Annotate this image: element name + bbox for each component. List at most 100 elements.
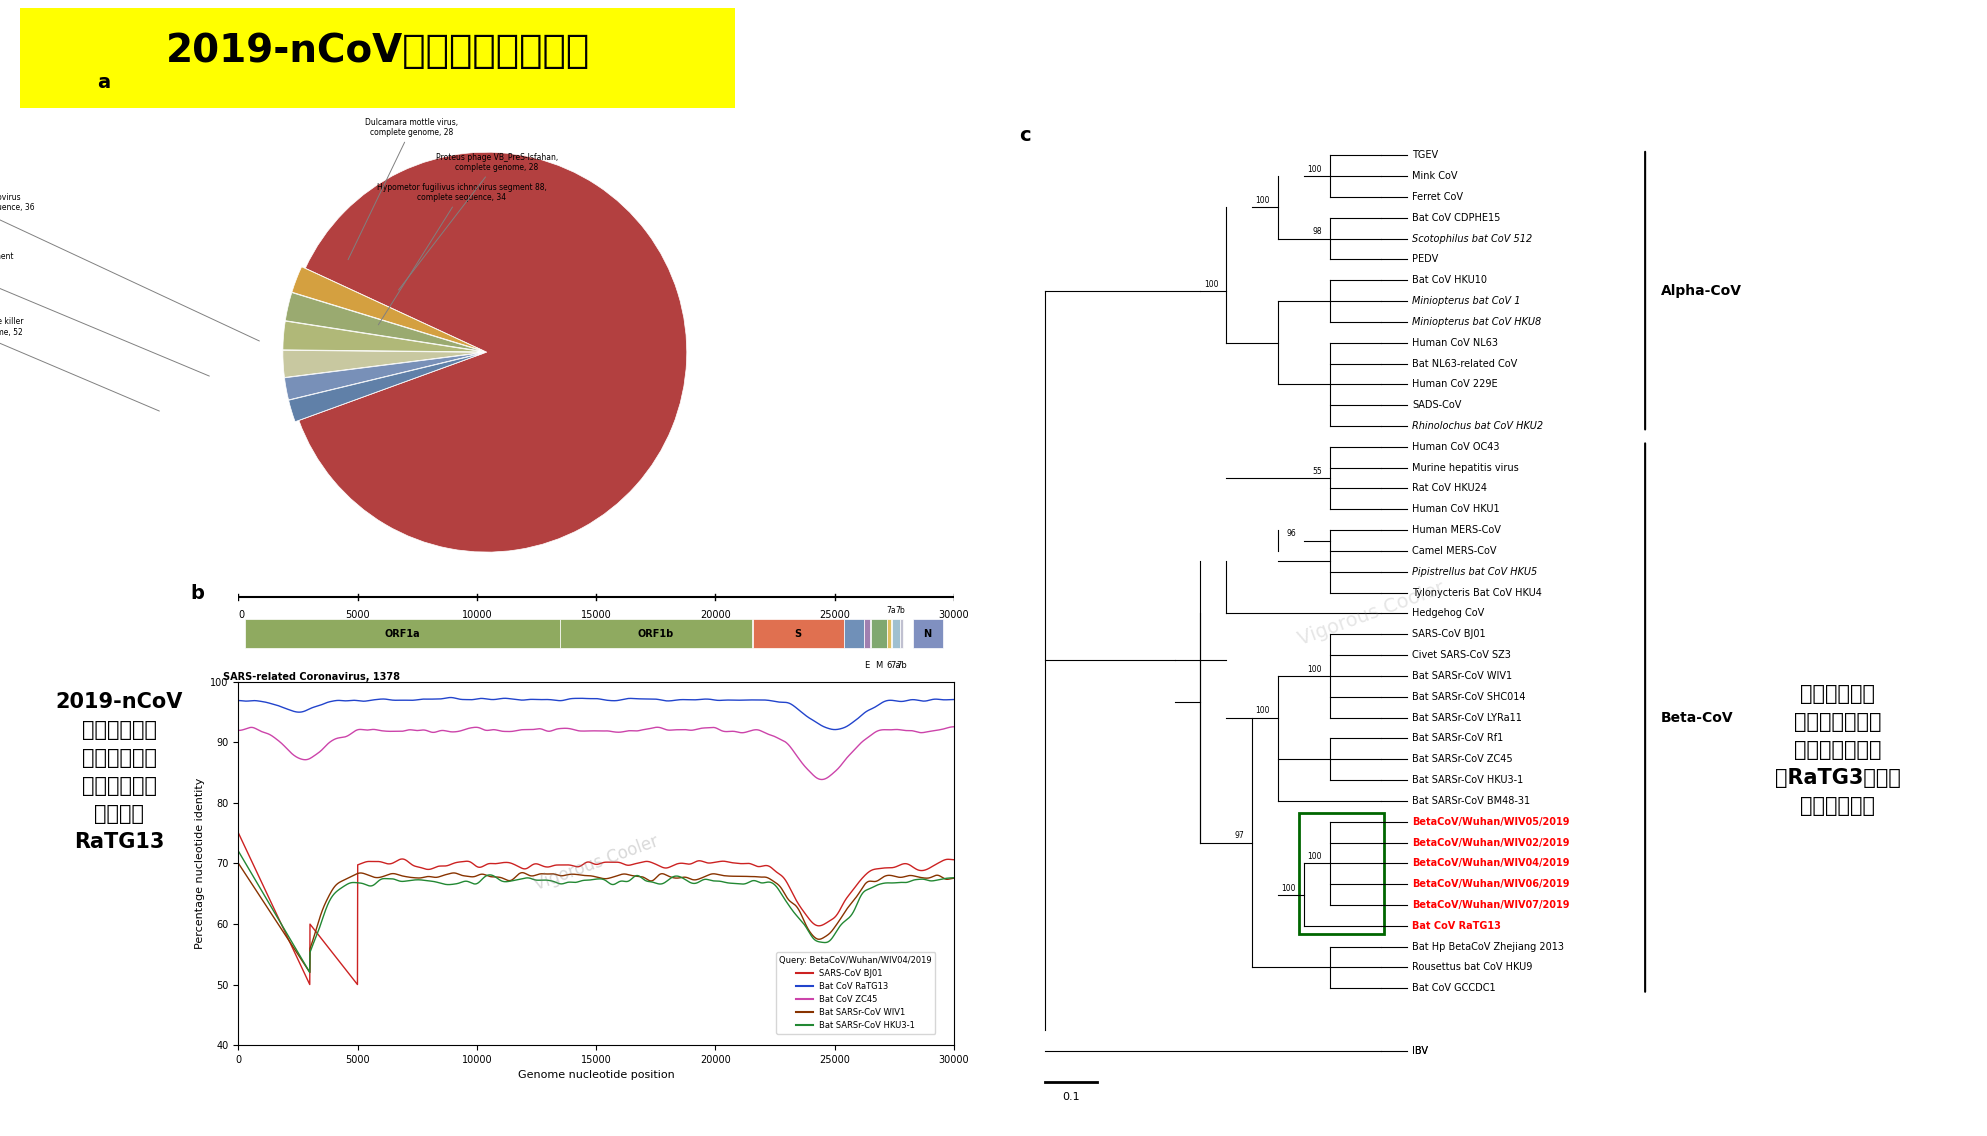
- Text: Dulcamara mottle virus,
complete genome, 28: Dulcamara mottle virus, complete genome,…: [348, 117, 459, 260]
- Text: Human CoV NL63: Human CoV NL63: [1413, 337, 1498, 348]
- Text: BetaCoV/Wuhan/WIV06/2019: BetaCoV/Wuhan/WIV06/2019: [1413, 879, 1570, 889]
- Text: Bat SARSr-CoV BM48-31: Bat SARSr-CoV BM48-31: [1413, 796, 1530, 805]
- Text: IBV: IBV: [1413, 1046, 1429, 1055]
- Text: Human MERS-CoV: Human MERS-CoV: [1413, 525, 1502, 535]
- Text: 30000: 30000: [938, 610, 970, 620]
- Text: Pipistrellus bat CoV HKU5: Pipistrellus bat CoV HKU5: [1413, 567, 1538, 577]
- Text: Bat SARSr-CoV ZC45: Bat SARSr-CoV ZC45: [1413, 754, 1512, 765]
- Text: Murine hepatitis virus: Murine hepatitis virus: [1413, 462, 1520, 473]
- Text: Bat SARSr-CoV WIV1: Bat SARSr-CoV WIV1: [1413, 671, 1512, 680]
- Text: Bat NL63-related CoV: Bat NL63-related CoV: [1413, 359, 1518, 368]
- FancyBboxPatch shape: [20, 8, 735, 108]
- Bat SARSr-CoV WIV1: [352, 867, 376, 880]
- Line: Bat CoV ZC45: Bat CoV ZC45: [238, 727, 954, 779]
- Text: BetaCoV/Wuhan/WIV04/2019: BetaCoV/Wuhan/WIV04/2019: [1413, 859, 1570, 868]
- Text: S: S: [795, 628, 801, 638]
- Text: Vigorous Cooler: Vigorous Cooler: [533, 833, 660, 894]
- Bat CoV ZC45: [928, 722, 952, 736]
- Bar: [900, 619, 904, 648]
- Text: 5000: 5000: [346, 610, 370, 620]
- X-axis label: Genome nucleotide position: Genome nucleotide position: [519, 1070, 674, 1080]
- Bat SARSr-CoV HKU3-1: [850, 886, 874, 900]
- SARS-CoV BJ01: [928, 855, 952, 869]
- Wedge shape: [284, 353, 483, 400]
- Y-axis label: Percentage nucleotide identity: Percentage nucleotide identity: [195, 778, 205, 949]
- Bar: [912, 619, 942, 648]
- Bar: [864, 619, 870, 648]
- Wedge shape: [288, 353, 483, 421]
- Bat SARSr-CoV HKU3-1: [352, 877, 376, 891]
- Text: ORF1b: ORF1b: [638, 628, 674, 638]
- Text: 0: 0: [238, 610, 244, 620]
- Text: 20000: 20000: [699, 610, 731, 620]
- Text: BetaCoV/Wuhan/WIV05/2019: BetaCoV/Wuhan/WIV05/2019: [1413, 817, 1570, 827]
- Text: ORF1a: ORF1a: [383, 628, 419, 638]
- Line: SARS-CoV BJ01: SARS-CoV BJ01: [238, 833, 954, 985]
- Text: N: N: [924, 628, 932, 638]
- Text: 7a: 7a: [890, 661, 902, 670]
- Bat SARSr-CoV WIV1: [501, 872, 525, 886]
- Text: Bat SARSr-CoV LYRa11: Bat SARSr-CoV LYRa11: [1413, 712, 1522, 722]
- Text: 25000: 25000: [819, 610, 850, 620]
- Text: Glypta fumiferanae ichnovirus
segment C10, complete sequence, 36: Glypta fumiferanae ichnovirus segment C1…: [0, 192, 260, 341]
- Bar: [844, 619, 864, 648]
- Bat SARSr-CoV WIV1: [308, 910, 332, 924]
- Text: Human CoV HKU1: Human CoV HKU1: [1413, 504, 1500, 515]
- Text: Miniopterus bat CoV HKU8: Miniopterus bat CoV HKU8: [1413, 317, 1542, 327]
- Text: 6: 6: [886, 661, 892, 670]
- Wedge shape: [298, 152, 688, 552]
- Wedge shape: [286, 293, 483, 351]
- Text: 10000: 10000: [461, 610, 493, 620]
- Bar: [244, 619, 560, 648]
- Bat CoV RaTG13: [227, 694, 250, 708]
- Text: 100: 100: [1282, 884, 1296, 893]
- Bat SARSr-CoV WIV1: [298, 966, 322, 979]
- Wedge shape: [282, 350, 483, 377]
- Text: Glypta fumiferanae ichnovirus segment
C9, complete sequence, 36: Glypta fumiferanae ichnovirus segment C9…: [0, 252, 209, 376]
- Bat CoV RaTG13: [942, 693, 966, 707]
- Bat CoV RaTG13: [533, 693, 556, 707]
- Line: Bat SARSr-CoV WIV1: Bat SARSr-CoV WIV1: [238, 863, 954, 972]
- Text: a: a: [97, 73, 109, 92]
- SARS-CoV BJ01: [298, 978, 322, 992]
- Bat CoV RaTG13: [823, 722, 846, 736]
- Text: IBV: IBV: [1413, 1046, 1429, 1055]
- Text: 100: 100: [1307, 165, 1321, 174]
- Text: 15000: 15000: [580, 610, 612, 620]
- Bat CoV ZC45: [942, 720, 966, 734]
- Text: Scotophilus bat CoV 512: Scotophilus bat CoV 512: [1413, 234, 1532, 243]
- Legend: SARS-CoV BJ01, Bat CoV RaTG13, Bat CoV ZC45, Bat SARSr-CoV WIV1, Bat SARSr-CoV H: SARS-CoV BJ01, Bat CoV RaTG13, Bat CoV Z…: [777, 952, 936, 1034]
- Text: Bat CoV RaTG13: Bat CoV RaTG13: [1413, 921, 1502, 930]
- SARS-CoV BJ01: [308, 930, 332, 944]
- Text: 55: 55: [1311, 467, 1321, 476]
- Bat SARSr-CoV HKU3-1: [928, 872, 952, 886]
- Bat SARSr-CoV WIV1: [227, 857, 250, 870]
- Wedge shape: [282, 321, 483, 352]
- Bat CoV RaTG13: [501, 693, 525, 707]
- Bar: [886, 619, 892, 648]
- Bat SARSr-CoV HKU3-1: [533, 874, 556, 887]
- Text: Bat SARSr-CoV SHC014: Bat SARSr-CoV SHC014: [1413, 692, 1526, 702]
- Bat SARSr-CoV HKU3-1: [227, 844, 250, 858]
- Text: 98: 98: [1311, 227, 1321, 236]
- SARS-CoV BJ01: [533, 860, 556, 874]
- Bat CoV ZC45: [350, 722, 374, 736]
- Text: E: E: [864, 661, 870, 670]
- Bar: [870, 619, 886, 648]
- Bat CoV RaTG13: [439, 691, 463, 704]
- Text: Rousettus bat CoV HKU9: Rousettus bat CoV HKU9: [1413, 962, 1532, 972]
- Text: Ferret CoV: Ferret CoV: [1413, 192, 1462, 202]
- Text: Rhinolochus bat CoV HKU2: Rhinolochus bat CoV HKU2: [1413, 421, 1544, 431]
- Text: 7b: 7b: [896, 605, 906, 615]
- Line: Bat SARSr-CoV HKU3-1: Bat SARSr-CoV HKU3-1: [238, 851, 954, 972]
- Text: Beta-CoV: Beta-CoV: [1661, 711, 1733, 725]
- Text: 0.1: 0.1: [1063, 1093, 1079, 1102]
- Text: BetaCoV/Wuhan/WIV07/2019: BetaCoV/Wuhan/WIV07/2019: [1413, 900, 1570, 910]
- Bat SARSr-CoV WIV1: [928, 869, 952, 883]
- Text: 100: 100: [1256, 707, 1270, 716]
- Text: Bat SARSr-CoV HKU3-1: Bat SARSr-CoV HKU3-1: [1413, 775, 1524, 785]
- SARS-CoV BJ01: [942, 853, 966, 867]
- Text: c: c: [1019, 126, 1031, 145]
- Bat SARSr-CoV WIV1: [850, 880, 874, 894]
- Bat SARSr-CoV WIV1: [533, 867, 556, 880]
